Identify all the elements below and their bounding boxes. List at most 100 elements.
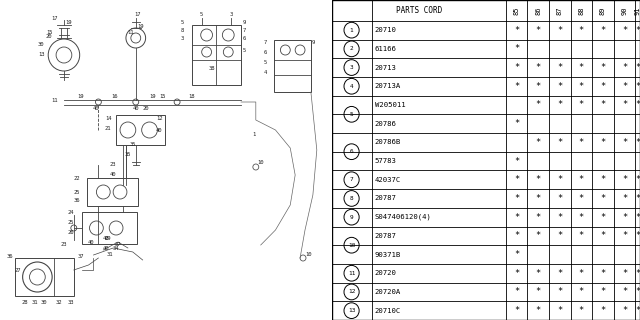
Text: 7: 7 <box>243 28 246 33</box>
Text: 32: 32 <box>56 300 62 305</box>
Text: 40: 40 <box>110 172 116 178</box>
Text: *: * <box>635 269 640 278</box>
Text: 26: 26 <box>68 229 74 235</box>
Text: 1: 1 <box>252 132 255 138</box>
Text: 18: 18 <box>189 93 195 99</box>
Text: *: * <box>635 306 640 315</box>
Text: 36: 36 <box>6 253 13 259</box>
Text: *: * <box>622 82 627 91</box>
Text: 23: 23 <box>61 242 67 246</box>
Text: *: * <box>579 82 584 91</box>
Text: *: * <box>579 138 584 147</box>
Text: *: * <box>622 138 627 147</box>
Text: 5: 5 <box>180 20 184 25</box>
Text: 22: 22 <box>74 175 80 180</box>
Bar <box>273 40 311 92</box>
Text: 90371B: 90371B <box>374 252 401 258</box>
Text: 13: 13 <box>348 308 355 313</box>
Text: *: * <box>622 63 627 72</box>
Text: 9: 9 <box>243 20 246 25</box>
Text: *: * <box>600 269 605 278</box>
Text: *: * <box>622 213 627 222</box>
Text: 85: 85 <box>514 6 520 15</box>
Text: *: * <box>622 269 627 278</box>
Text: *: * <box>536 306 541 315</box>
Text: 36: 36 <box>74 197 80 203</box>
Text: *: * <box>600 138 605 147</box>
Text: *: * <box>635 213 640 222</box>
Text: *: * <box>514 63 519 72</box>
Text: 30: 30 <box>38 42 45 46</box>
Text: 5: 5 <box>264 60 268 65</box>
Text: *: * <box>557 82 563 91</box>
Text: 27: 27 <box>15 268 21 273</box>
Text: *: * <box>635 26 640 35</box>
Text: *: * <box>600 231 605 240</box>
Text: 88: 88 <box>579 6 584 15</box>
Text: *: * <box>579 63 584 72</box>
Text: *: * <box>514 194 519 203</box>
Text: 19: 19 <box>66 20 72 25</box>
Bar <box>116 115 165 145</box>
Text: 89: 89 <box>600 6 606 15</box>
Text: 37: 37 <box>115 242 122 246</box>
Text: *: * <box>514 213 519 222</box>
Text: *: * <box>536 231 541 240</box>
Text: 37: 37 <box>77 253 84 259</box>
Text: 20787: 20787 <box>374 196 397 202</box>
Text: *: * <box>557 100 563 109</box>
Text: 1: 1 <box>349 28 353 33</box>
Text: *: * <box>514 306 519 315</box>
Text: 9: 9 <box>311 39 314 44</box>
Text: 19: 19 <box>149 93 156 99</box>
Text: *: * <box>622 306 627 315</box>
Text: 34: 34 <box>113 245 119 251</box>
Text: *: * <box>514 82 519 91</box>
Text: 15: 15 <box>159 93 166 99</box>
Text: *: * <box>622 26 627 35</box>
Text: *: * <box>514 250 519 259</box>
Text: 16: 16 <box>111 93 117 99</box>
Text: *: * <box>579 194 584 203</box>
Text: 10: 10 <box>306 252 312 258</box>
Text: *: * <box>536 175 541 184</box>
Text: *: * <box>635 175 640 184</box>
Text: 11: 11 <box>348 271 355 276</box>
Text: 6: 6 <box>349 149 353 154</box>
Text: 35: 35 <box>125 153 131 157</box>
Text: *: * <box>557 287 563 296</box>
Text: 7: 7 <box>264 39 268 44</box>
Text: 17: 17 <box>134 12 141 18</box>
Text: 10: 10 <box>348 243 355 248</box>
Text: *: * <box>536 194 541 203</box>
Text: 31: 31 <box>107 252 113 257</box>
Text: 57783: 57783 <box>374 158 397 164</box>
Text: *: * <box>579 269 584 278</box>
Text: *: * <box>635 194 640 203</box>
Text: 33: 33 <box>68 300 74 305</box>
Text: 20720A: 20720A <box>374 289 401 295</box>
Text: *: * <box>579 26 584 35</box>
Text: *: * <box>579 213 584 222</box>
Text: 25: 25 <box>74 189 80 195</box>
Text: *: * <box>557 175 563 184</box>
Text: 3: 3 <box>230 12 233 17</box>
Text: *: * <box>600 213 605 222</box>
Text: 40: 40 <box>103 236 109 241</box>
Text: 3: 3 <box>180 36 184 41</box>
Text: 20713: 20713 <box>374 65 397 70</box>
Text: *: * <box>557 26 563 35</box>
Text: 86: 86 <box>535 6 541 15</box>
Bar <box>192 25 241 85</box>
Text: *: * <box>514 156 519 165</box>
Text: 28: 28 <box>21 300 28 305</box>
Text: *: * <box>514 119 519 128</box>
Text: 38: 38 <box>208 66 215 70</box>
Text: 10: 10 <box>257 159 264 164</box>
Text: 12: 12 <box>156 116 163 121</box>
Text: 25: 25 <box>68 220 74 225</box>
Text: *: * <box>622 175 627 184</box>
Text: 5: 5 <box>200 12 204 17</box>
Text: *: * <box>635 82 640 91</box>
Text: *: * <box>536 26 541 35</box>
